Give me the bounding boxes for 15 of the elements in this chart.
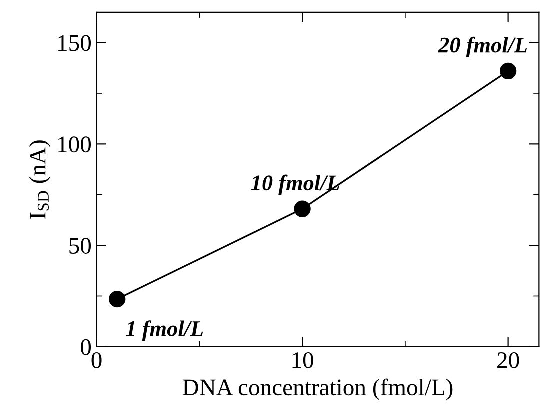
y-tick-label: 150	[58, 35, 92, 52]
annotation: 20 fmol/L	[438, 36, 528, 58]
x-tick-label: 20	[498, 352, 520, 368]
y-tick-label: 0	[81, 339, 92, 356]
x-tick-label: 10	[292, 352, 314, 368]
point	[109, 290, 126, 308]
y-tick-label: 50	[70, 238, 92, 254]
point	[294, 200, 311, 218]
x-axis-title: DNA concentration (fmol/L)	[182, 378, 453, 400]
annotation: 1 fmol/L	[126, 320, 204, 341]
y-axis-title: I$_{SD}$ (nA)	[29, 140, 51, 219]
y-tick-label: 100	[58, 136, 92, 153]
point	[500, 62, 517, 80]
annotation: 10 fmol/L	[251, 174, 340, 196]
x-tick-label: 0	[92, 352, 102, 368]
